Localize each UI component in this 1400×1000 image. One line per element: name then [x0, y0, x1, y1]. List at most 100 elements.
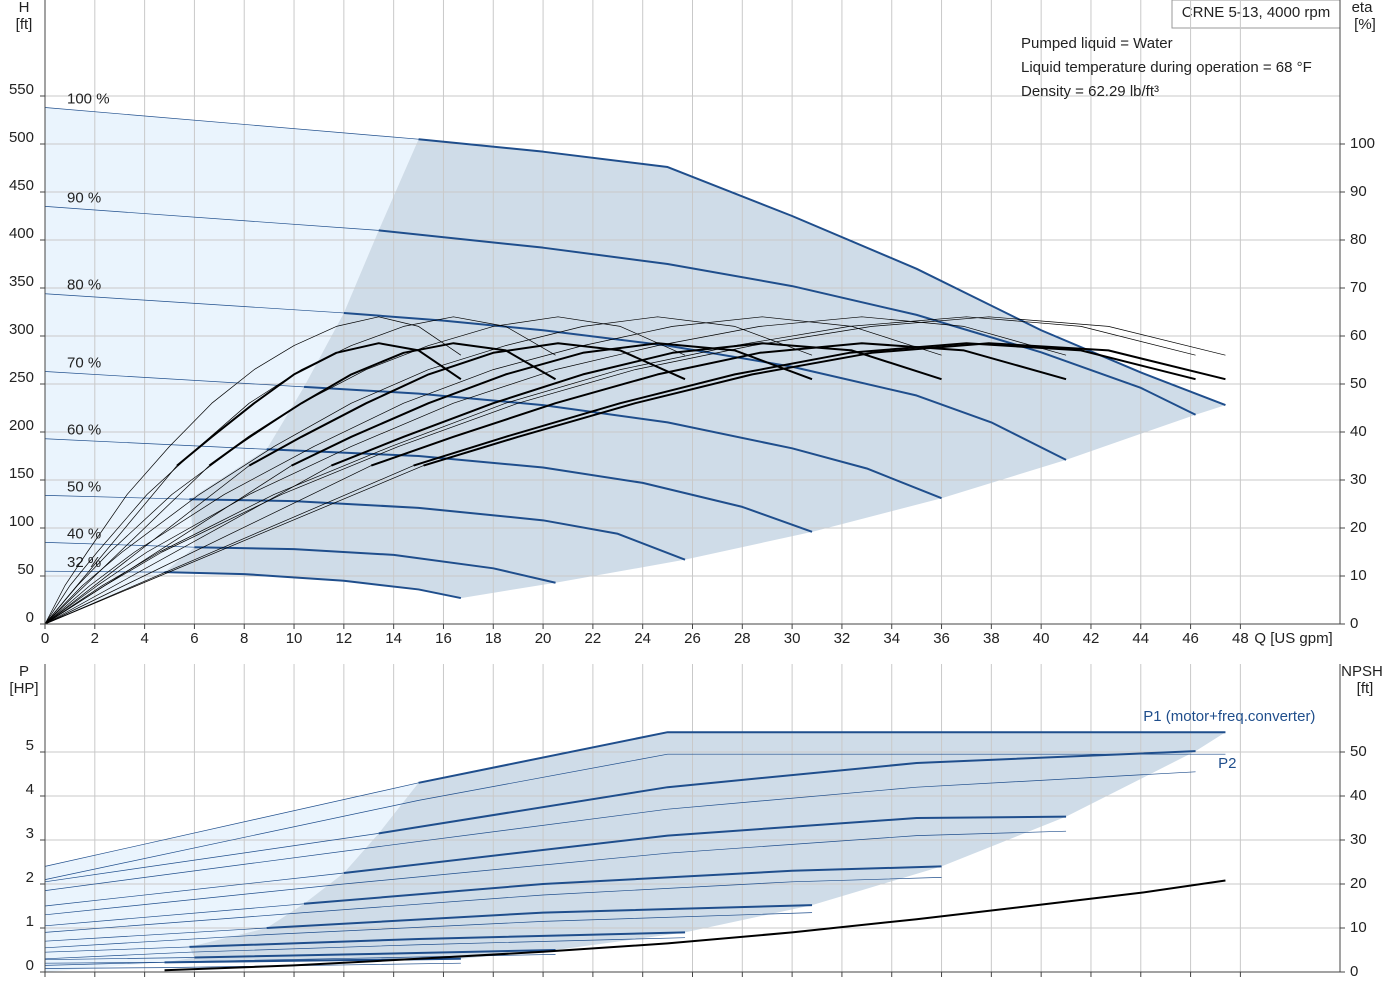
y-axis-label: [ft] [16, 16, 33, 33]
x-tick-label: 8 [240, 630, 248, 647]
y-tick-label: 100 [9, 513, 34, 530]
y2-tick-label: 70 [1350, 279, 1367, 296]
curve [44, 316, 1226, 625]
y2-tick-label: 80 [1350, 231, 1367, 248]
curve [44, 877, 942, 933]
curve [44, 316, 942, 625]
y-tick-label: 550 [9, 81, 34, 98]
curve-label: 70 % [67, 354, 101, 371]
curve [343, 815, 1067, 874]
curve-lead [44, 570, 165, 573]
curve-label: 80 % [67, 277, 101, 294]
y2-tick-label: 10 [1350, 567, 1367, 584]
curve-lead [44, 872, 344, 907]
curve [194, 546, 556, 584]
x-tick-label: 48 [1232, 630, 1249, 647]
y-tick-label: 250 [9, 369, 34, 386]
curve [266, 904, 813, 929]
y2-tick-label: 100 [1350, 135, 1375, 152]
y2-tick-label: 50 [1350, 375, 1367, 392]
y-tick-label: 150 [9, 465, 34, 482]
curve [343, 311, 1067, 461]
x-tick-label: 16 [435, 630, 452, 647]
curve-lead [44, 371, 305, 388]
curve [44, 937, 686, 960]
curve [378, 750, 1196, 835]
y-tick-label: 300 [9, 321, 34, 338]
light-range-area [45, 107, 419, 624]
curve-label: 40 % [67, 525, 101, 542]
y2-axis-label: NPSH [1341, 663, 1383, 680]
y2-axis-label: eta [1352, 0, 1374, 16]
x-tick-label: 20 [535, 630, 552, 647]
note: Density = 62.29 lb/ft³ [1021, 83, 1159, 100]
y-tick-label: 400 [9, 225, 34, 242]
y2-tick-label: 30 [1350, 471, 1367, 488]
y-tick-label: 450 [9, 177, 34, 194]
y2-tick-label: 10 [1350, 919, 1367, 936]
y-tick-label: 200 [9, 417, 34, 434]
y2-axis-label: [ft] [1357, 680, 1374, 697]
y2-tick-label: 30 [1350, 831, 1367, 848]
y2-tick-label: 40 [1350, 423, 1367, 440]
y2-tick-label: 20 [1350, 519, 1367, 536]
curve [44, 316, 1067, 625]
curve [303, 865, 942, 905]
y2-tick-label: 50 [1350, 743, 1367, 760]
curve [423, 342, 1226, 467]
y-tick-label: 1 [26, 913, 34, 930]
curve [44, 753, 1226, 880]
y2-tick-label: 60 [1350, 327, 1367, 344]
curve-label: 60 % [67, 422, 101, 439]
y-tick-label: 5 [26, 737, 34, 754]
x-tick-label: 40 [1033, 630, 1050, 647]
x-tick-label: 6 [190, 630, 198, 647]
x-tick-label: 10 [286, 630, 303, 647]
x-tick-label: 18 [485, 630, 502, 647]
note: Pumped liquid = Water [1021, 35, 1173, 52]
y-axis-label: [HP] [9, 680, 38, 697]
curve-lead [44, 438, 267, 450]
y-axis-label: P [19, 663, 29, 680]
y2-tick-label: 90 [1350, 183, 1367, 200]
y-tick-label: 350 [9, 273, 34, 290]
curve-lead [44, 465, 210, 625]
x-tick-label: 34 [883, 630, 900, 647]
curve-lead [44, 465, 292, 625]
x-tick-label: 2 [91, 630, 99, 647]
curve-lead [44, 293, 344, 314]
y-tick-label: 3 [26, 825, 34, 842]
x-tick-label: 22 [585, 630, 602, 647]
y-tick-label: 50 [17, 561, 34, 578]
curve [164, 879, 1226, 972]
y-axis-label: H [19, 0, 30, 16]
curve-lead [44, 107, 419, 140]
curve-label: 100 % [67, 90, 110, 107]
y-tick-label: 0 [26, 609, 34, 626]
curve [44, 316, 556, 625]
y-tick-label: 2 [26, 869, 34, 886]
curve-lead [44, 465, 372, 625]
x-tick-label: 28 [734, 630, 751, 647]
y2-tick-label: 40 [1350, 787, 1367, 804]
x-tick-label: 42 [1083, 630, 1100, 647]
curve [418, 731, 1226, 784]
x-tick-label: 12 [336, 630, 353, 647]
x-tick-label: 36 [933, 630, 950, 647]
curve [248, 342, 686, 467]
x-tick-label: 26 [684, 630, 701, 647]
note: Liquid temperature during operation = 68… [1021, 59, 1312, 76]
curve [418, 138, 1226, 407]
light-range-area [45, 782, 419, 972]
curve [44, 316, 462, 625]
operating-range-area [164, 139, 1226, 599]
chart-title: CRNE 5-13, 4000 rpm [1182, 4, 1330, 21]
curve [44, 316, 1196, 625]
y-tick-label: 500 [9, 129, 34, 146]
y-tick-label: 0 [26, 957, 34, 974]
curve [44, 912, 813, 949]
x-axis-label: Q [US gpm] [1254, 630, 1332, 647]
y2-tick-label: 0 [1350, 615, 1358, 632]
curve-lead [44, 542, 195, 548]
